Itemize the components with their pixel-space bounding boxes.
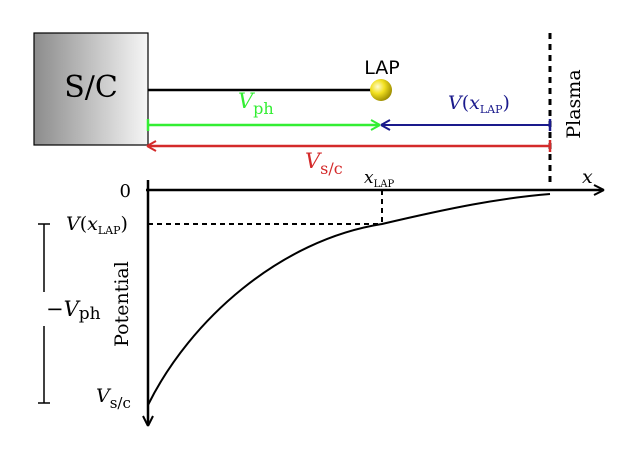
x-lap-label: xLAP: [364, 168, 394, 190]
x-axis: [146, 184, 605, 196]
lap-probe-sphere: [370, 79, 392, 101]
vlap-label: V(xLAP): [448, 92, 510, 116]
spacecraft-box: [33, 32, 149, 146]
vsc-arrow: [146, 140, 552, 152]
zero-tick-label: 0: [120, 181, 131, 202]
v-lap-tick-label: V(xLAP): [66, 213, 128, 237]
plasma-label: Plasma: [563, 69, 585, 138]
lap-probe-label: LAP: [364, 57, 399, 79]
spacecraft-label: S/C: [64, 70, 118, 105]
potential-curve: [147, 193, 551, 406]
vsc-label: Vs/c: [305, 149, 343, 178]
neg-vph-label-bg: [30, 292, 90, 326]
vph-arrow: [146, 119, 381, 131]
y-axis-label: Potential: [111, 261, 133, 347]
v-sc-tick-label: Vs/c: [96, 385, 131, 412]
vlap-arrow: [380, 119, 552, 131]
neg-vph-label: −Vph: [46, 297, 101, 324]
x-axis-label: x: [582, 166, 593, 188]
vph-label: Vph: [238, 89, 274, 118]
y-axis: [142, 180, 154, 427]
